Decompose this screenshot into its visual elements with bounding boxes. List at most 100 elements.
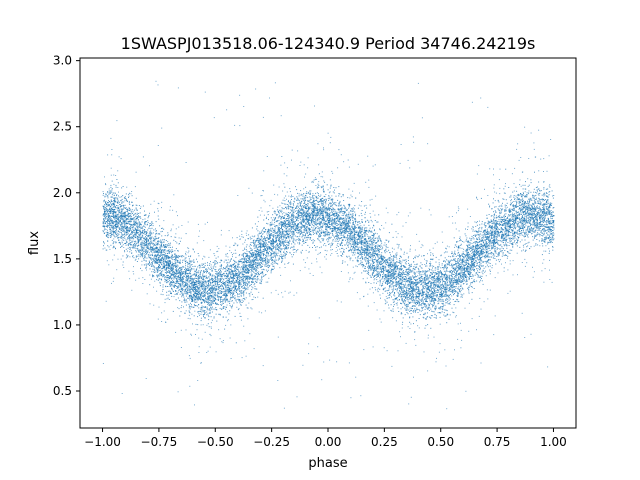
data-point bbox=[451, 284, 453, 286]
data-point bbox=[479, 224, 481, 226]
data-point bbox=[281, 213, 283, 215]
data-point bbox=[251, 242, 253, 243]
data-point bbox=[543, 187, 545, 189]
data-point bbox=[119, 204, 121, 205]
data-point bbox=[205, 297, 207, 299]
data-point bbox=[329, 228, 331, 230]
data-point bbox=[452, 277, 454, 279]
data-point bbox=[351, 233, 353, 235]
data-point bbox=[215, 257, 217, 259]
data-point bbox=[375, 252, 377, 254]
data-point bbox=[132, 219, 134, 221]
data-point bbox=[449, 281, 451, 283]
data-point bbox=[508, 231, 509, 233]
data-point bbox=[384, 269, 386, 271]
data-point bbox=[421, 288, 423, 290]
data-point bbox=[330, 185, 332, 187]
data-point bbox=[482, 283, 484, 285]
data-point bbox=[256, 255, 258, 257]
data-point bbox=[207, 264, 208, 266]
data-point bbox=[482, 247, 484, 249]
data-point bbox=[335, 211, 337, 213]
data-point bbox=[245, 260, 247, 262]
data-point bbox=[205, 292, 207, 294]
data-point bbox=[455, 273, 457, 275]
data-point bbox=[275, 237, 277, 239]
data-point bbox=[307, 244, 309, 246]
data-point bbox=[393, 285, 395, 287]
data-point bbox=[127, 244, 129, 246]
data-point bbox=[323, 188, 324, 190]
data-point bbox=[150, 232, 152, 234]
data-point bbox=[330, 207, 332, 209]
data-point bbox=[427, 297, 429, 298]
data-point bbox=[228, 265, 230, 267]
data-point bbox=[485, 256, 487, 257]
data-point bbox=[389, 281, 391, 283]
data-point bbox=[286, 236, 287, 238]
data-point bbox=[475, 266, 477, 268]
data-point bbox=[406, 284, 408, 286]
data-point bbox=[119, 209, 121, 211]
data-point bbox=[308, 213, 310, 215]
data-point bbox=[216, 284, 218, 285]
data-point bbox=[243, 293, 245, 295]
data-point bbox=[433, 283, 435, 285]
data-point bbox=[462, 267, 463, 269]
data-point bbox=[329, 214, 331, 216]
data-point bbox=[135, 251, 137, 253]
data-point bbox=[232, 277, 234, 279]
data-point bbox=[375, 269, 377, 271]
data-point bbox=[384, 281, 386, 283]
data-point bbox=[265, 260, 267, 262]
data-point bbox=[400, 281, 402, 283]
data-point bbox=[120, 212, 122, 214]
data-point bbox=[208, 287, 210, 289]
data-point bbox=[141, 227, 143, 229]
data-point bbox=[381, 270, 383, 272]
data-point bbox=[351, 239, 353, 241]
data-point bbox=[195, 298, 197, 300]
data-point bbox=[416, 307, 418, 309]
data-point bbox=[521, 213, 522, 215]
data-point bbox=[218, 304, 220, 306]
data-point bbox=[444, 291, 446, 293]
data-point bbox=[186, 268, 188, 270]
data-point bbox=[205, 275, 207, 277]
data-point bbox=[265, 254, 266, 256]
data-point bbox=[296, 250, 298, 251]
data-point bbox=[330, 203, 332, 205]
data-point bbox=[315, 249, 317, 251]
data-point bbox=[152, 251, 154, 253]
data-point bbox=[393, 261, 395, 263]
data-point bbox=[321, 231, 323, 233]
data-point bbox=[144, 223, 146, 225]
data-point bbox=[305, 223, 307, 225]
data-point bbox=[531, 205, 533, 207]
data-point bbox=[126, 199, 128, 201]
data-point bbox=[477, 248, 479, 250]
data-point bbox=[498, 254, 500, 256]
data-point bbox=[291, 233, 293, 235]
data-point bbox=[281, 243, 283, 245]
data-point bbox=[162, 286, 164, 288]
data-point bbox=[390, 279, 392, 281]
data-point bbox=[304, 205, 306, 207]
data-point bbox=[445, 302, 447, 304]
data-point bbox=[264, 248, 266, 250]
data-point bbox=[181, 256, 183, 258]
data-point bbox=[232, 297, 234, 299]
data-point bbox=[406, 293, 408, 295]
data-point bbox=[123, 239, 125, 241]
data-point bbox=[278, 216, 280, 218]
data-point bbox=[330, 219, 332, 221]
data-point bbox=[536, 224, 538, 226]
data-point bbox=[304, 201, 305, 203]
data-point bbox=[347, 214, 349, 215]
data-point bbox=[510, 214, 512, 216]
data-point bbox=[334, 219, 336, 221]
data-point bbox=[358, 236, 360, 238]
data-point bbox=[213, 296, 215, 298]
data-point bbox=[343, 213, 345, 215]
data-point bbox=[444, 264, 446, 266]
